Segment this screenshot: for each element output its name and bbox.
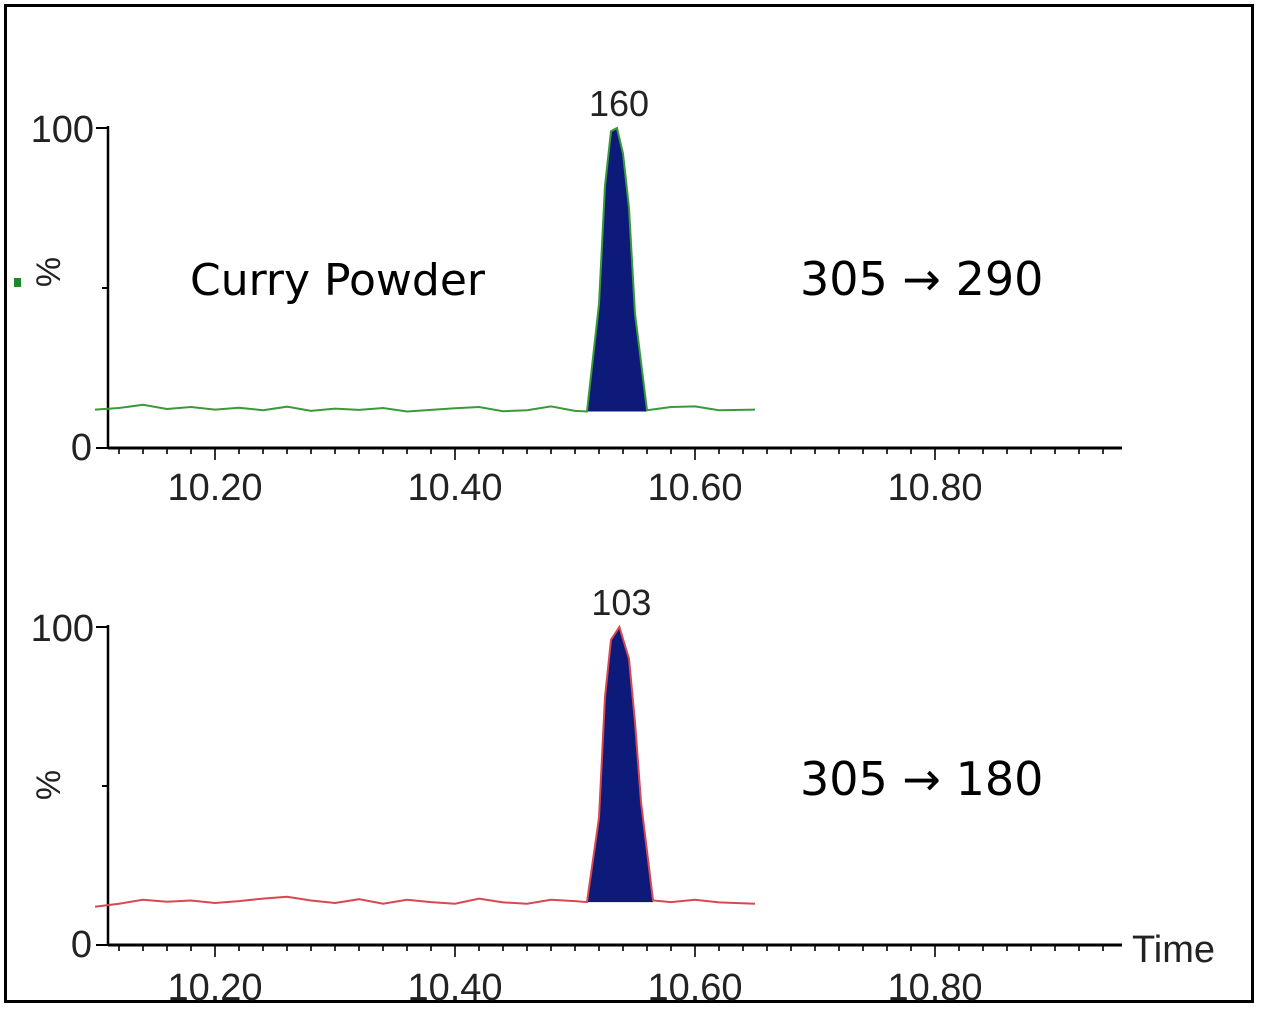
- trace-line: [94, 126, 756, 413]
- y-axis-label: %: [30, 770, 68, 800]
- x-axis-label: Time: [1132, 929, 1215, 971]
- chart-panel-top: 100 0% 10.20 10.40 10.60 10.80 160 305 → 290 Cur…: [14, 83, 1122, 509]
- x-tick-label: 10.60: [647, 467, 742, 509]
- peak-fill: [587, 128, 647, 412]
- x-tick-label: 10.80: [887, 467, 982, 509]
- chart-panel-bottom: 100 0% 10.20 10.40 10.60 10.80 103 305 → 180 Tim…: [30, 582, 1215, 1009]
- y-tick-label-100: 100: [31, 109, 94, 151]
- trace-line: [94, 624, 756, 908]
- x-tick-label: 10.40: [407, 967, 502, 1009]
- peak-label: 103: [591, 582, 651, 623]
- x-tick-label: 10.20: [167, 467, 262, 509]
- x-tick-label: 10.80: [887, 967, 982, 1009]
- y-axis-label: %: [30, 257, 68, 287]
- y-tick-label-0: 0: [71, 924, 92, 966]
- y-tick-label-100: 100: [31, 608, 94, 650]
- x-tick-label: 10.60: [647, 967, 742, 1009]
- green-marker: [14, 278, 21, 287]
- peak-fill: [587, 627, 653, 903]
- sample-label: Curry Powder: [190, 255, 486, 306]
- transition-label: 305 → 180: [800, 752, 1043, 806]
- x-tick-label: 10.20: [167, 967, 262, 1009]
- transition-label: 305 → 290: [800, 252, 1043, 306]
- x-tick-label: 10.40: [407, 467, 502, 509]
- peak-label: 160: [589, 83, 649, 124]
- y-tick-label-0: 0: [71, 427, 92, 469]
